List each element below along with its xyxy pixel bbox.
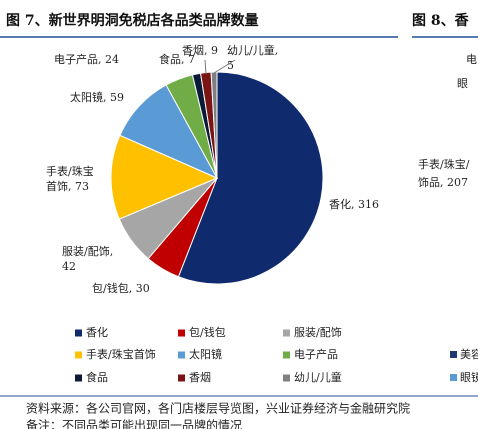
legend-label: 包/钱包 xyxy=(189,325,226,339)
clipped-legend: 眼镜 xyxy=(460,370,478,384)
legend-swatch xyxy=(75,374,82,382)
legend-label: 太阳镜 xyxy=(189,347,222,361)
legend-swatch xyxy=(283,374,290,382)
legend-label: 电子产品 xyxy=(294,347,338,361)
data-label: 手表/珠宝首饰, 73 xyxy=(46,164,94,193)
legend-swatch xyxy=(283,329,290,337)
legend-swatch xyxy=(283,351,290,359)
legend-swatch xyxy=(75,329,82,337)
data-label: 服装/配饰, 42 xyxy=(62,244,113,273)
legend-label: 手表/珠宝首饰 xyxy=(86,347,156,361)
pie xyxy=(110,71,324,285)
pie-slice xyxy=(177,71,324,285)
chart-title: 图 7、新世界明洞免税店各品类品牌数量 xyxy=(6,12,259,29)
data-label: 香化, 316 xyxy=(329,197,379,211)
legend-swatch xyxy=(178,374,185,382)
pie-slice xyxy=(110,134,219,220)
pie-slice xyxy=(210,71,218,179)
legend-label: 香烟 xyxy=(189,370,211,384)
leader-line xyxy=(204,59,207,75)
legend-label: 食品 xyxy=(86,370,108,384)
data-label: 幼儿/儿童, 5 xyxy=(227,43,278,72)
clipped-label: 饰品, 207 xyxy=(418,175,468,189)
clipped-legend: 美容 xyxy=(460,347,478,361)
legend-label: 香化 xyxy=(86,325,108,339)
legend-swatch xyxy=(178,329,185,337)
note: 备注：不同品类可能出现同一品牌的情况 xyxy=(26,418,242,429)
clipped-label: 眼 xyxy=(457,77,468,90)
clipped-label: 电 xyxy=(466,53,477,66)
legend-swatch xyxy=(450,374,457,381)
legend-label: 服装/配饰 xyxy=(294,325,342,339)
data-label: 电子产品, 24 xyxy=(54,52,119,66)
legend-swatch xyxy=(450,351,457,358)
source: 资料来源：各公司官网，各门店楼层导览图，兴业证券经济与金融研究院 xyxy=(26,401,410,416)
data-label: 包/钱包, 30 xyxy=(92,281,150,295)
clipped-title: 图 8、香 xyxy=(412,12,470,29)
legend-swatch xyxy=(178,351,185,359)
pie-slice xyxy=(119,84,219,180)
legend-label: 幼儿/儿童 xyxy=(294,370,342,384)
leader-line xyxy=(213,59,236,74)
data-label: 食品, 7 xyxy=(159,52,195,66)
legend-swatch xyxy=(75,351,82,359)
data-label: 太阳镜, 59 xyxy=(70,90,124,104)
clipped-label: 手表/珠宝/ xyxy=(418,157,470,171)
data-label: 香烟, 9 xyxy=(182,43,218,57)
